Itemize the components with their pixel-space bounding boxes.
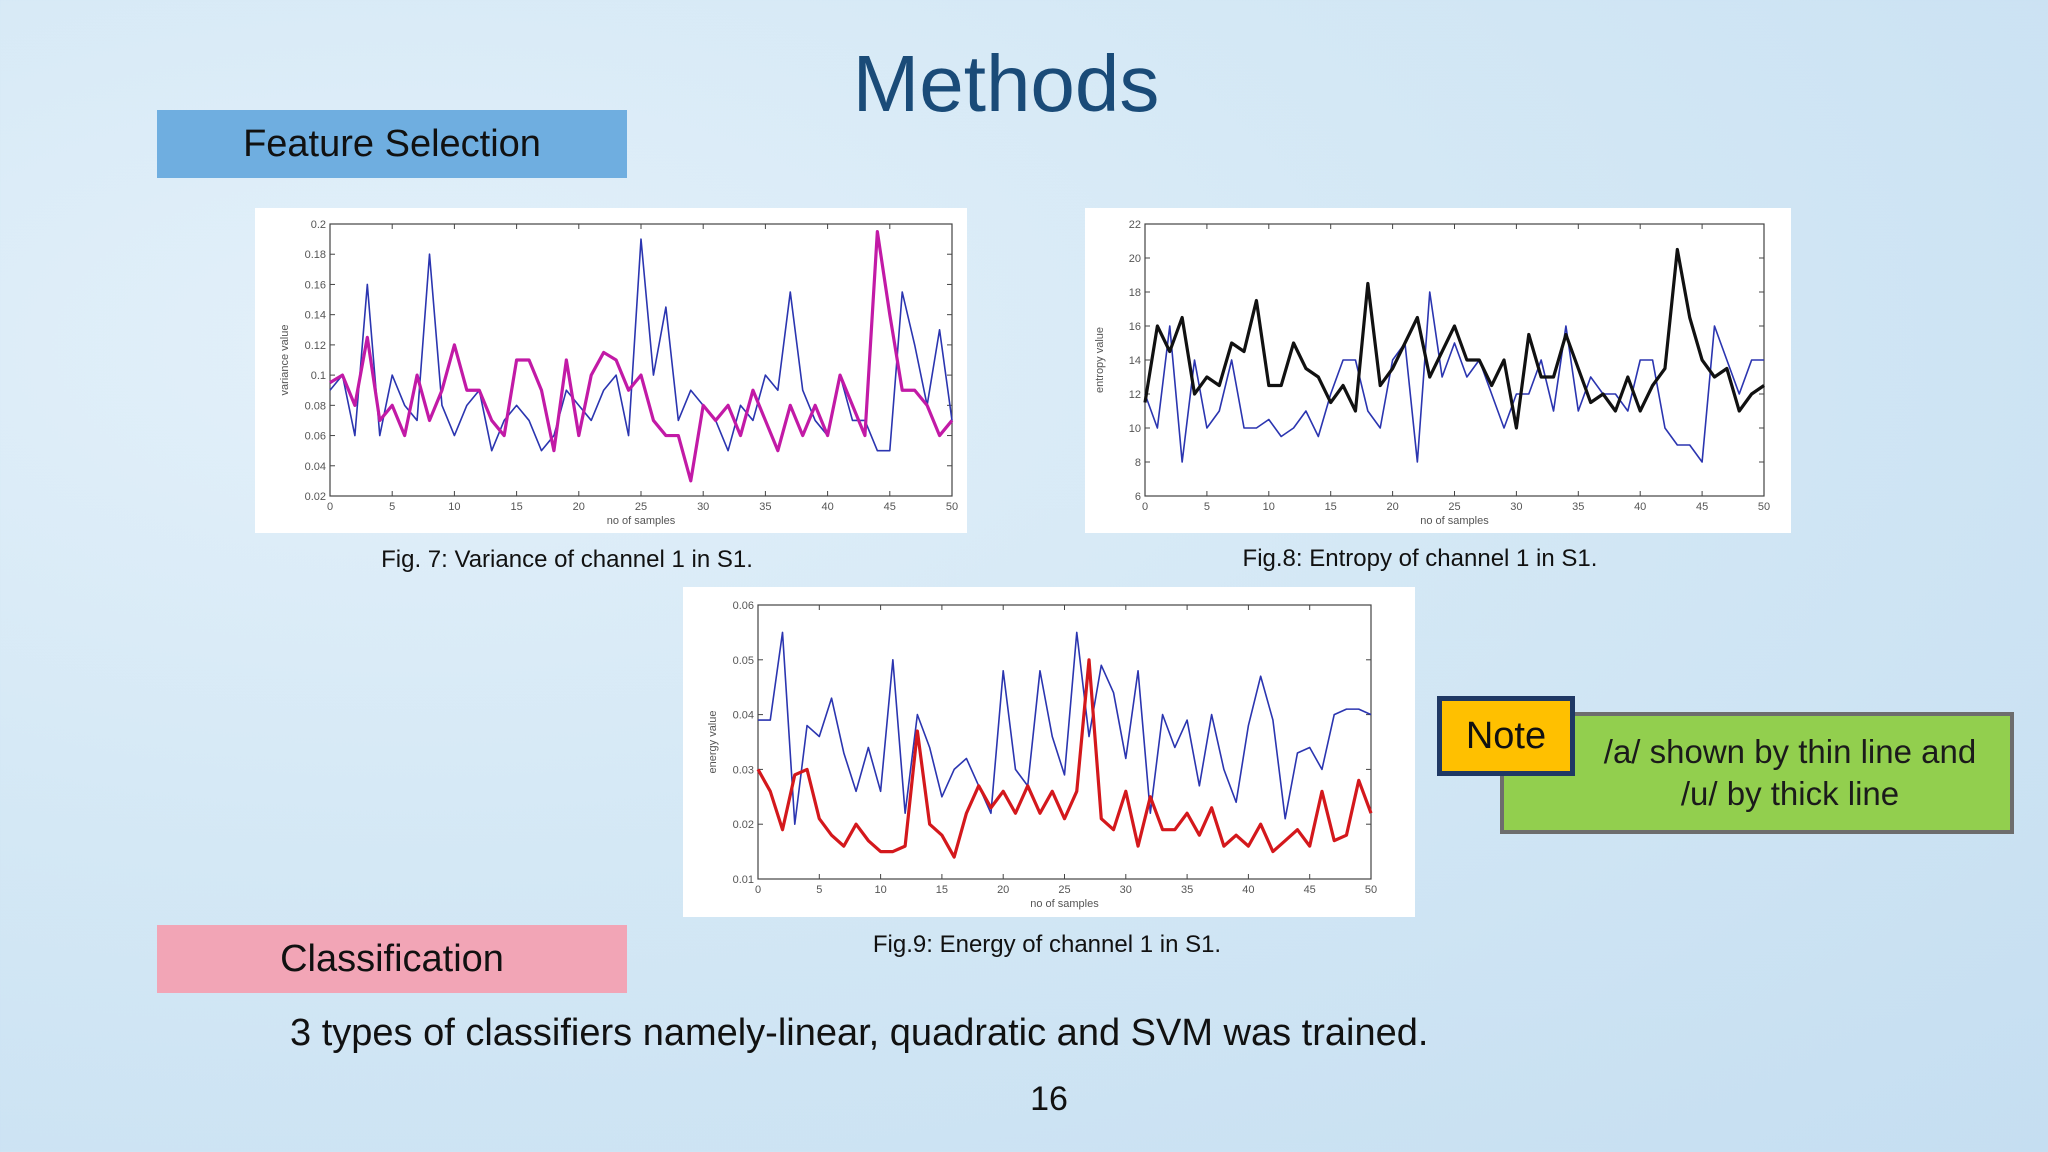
x-tick-label: 0 [327,501,333,513]
y-tick-label: 0.05 [733,655,754,667]
feature-selection-label: Feature Selection [157,110,627,178]
note-box: /a/ shown by thin line and /u/ by thick … [1500,712,2014,834]
page-number: 16 [1030,1080,1068,1118]
classification-label: Classification [157,925,627,993]
x-tick-label: 35 [1181,884,1193,896]
y-tick-label: 0.02 [733,819,754,831]
energy-chart: 0 5 10 15 20 25 30 35 40 45 50 0.01 0.02 0.03 0.04 0.05… [707,600,1377,910]
energy-chart-panel: 0 5 10 15 20 25 30 35 40 45 50 0.01 0.02 0.03 0.04 0.05… [683,587,1415,917]
y-tick-label: 0.1 [311,370,326,382]
x-tick-label: 45 [884,501,896,513]
y-tick-label: 10 [1129,423,1141,435]
x-tick-label: 10 [448,501,460,513]
series-line-a-thin [329,238,953,452]
x-tick-label: 50 [1365,884,1377,896]
y-tick-label: 22 [1129,219,1141,231]
x-tick-label: 30 [697,501,709,513]
variance-chart-panel: 0 5 10 15 20 25 30 35 40 45 50 0.02 0.04 0.06 0.08 0.1 0… [255,208,967,533]
plot-frame [757,604,1372,880]
plot-frame [1144,223,1765,497]
y-tick-label: 0.04 [305,461,326,473]
y-tick-label: 14 [1129,355,1141,367]
entropy-chart-caption: Fig.8: Entropy of channel 1 in S1. [1242,545,1598,572]
x-tick-label: 35 [1572,501,1584,513]
series-line-u-thick [1143,247,1765,430]
x-tick-label: 10 [874,884,886,896]
y-tick-label: 0.18 [305,249,326,261]
series-line-u-thick [329,229,954,483]
variance-chart-caption: Fig. 7: Variance of channel 1 in S1. [381,546,753,573]
x-axis-label: no of samples [607,515,676,527]
y-tick-label: 0.01 [733,874,754,886]
y-tick-label: 0.04 [733,710,754,722]
x-tick-label: 0 [755,884,761,896]
x-tick-label: 35 [759,501,771,513]
series-line-u-thick [756,658,1373,859]
series-line-a-thin [1144,291,1764,463]
x-tick-label: 50 [1758,501,1770,513]
x-tick-label: 40 [1242,884,1254,896]
x-tick-label: 15 [936,884,948,896]
plot-frame [329,223,953,497]
x-tick-label: 15 [510,501,522,513]
y-tick-label: 12 [1129,389,1141,401]
series-line-a-thin [758,631,1372,825]
x-tick-label: 5 [389,501,395,513]
energy-chart-caption: Fig.9: Energy of channel 1 in S1. [872,931,1222,958]
x-tick-label: 15 [1325,501,1337,513]
x-tick-label: 20 [1386,501,1398,513]
x-tick-label: 45 [1696,501,1708,513]
variance-chart: 0 5 10 15 20 25 30 35 40 45 50 0.02 0.04 0.06 0.08 0.1 0… [279,219,958,527]
x-tick-label: 10 [1263,501,1275,513]
x-axis-label: no of samples [1030,898,1099,910]
x-tick-label: 25 [1448,501,1460,513]
x-tick-label: 20 [997,884,1009,896]
y-tick-label: 0.16 [305,279,326,291]
x-tick-label: 5 [1204,501,1210,513]
y-tick-label: 18 [1129,287,1141,299]
y-tick-label: 0.14 [305,310,326,322]
y-tick-label: 0.06 [305,431,326,443]
y-tick-label: 6 [1135,491,1141,503]
y-tick-label: 0.2 [311,219,326,231]
x-tick-label: 50 [946,501,958,513]
x-tick-label: 25 [635,501,647,513]
y-tick-label: 0.03 [733,764,754,776]
entropy-chart: 0 5 10 15 20 25 30 35 40 45 50 6 8 10 12 14 16 18 20 22 no o… [1094,219,1770,527]
y-axis-label: energy value [707,711,719,774]
slide-title: Methods [852,39,1160,128]
x-tick-label: 30 [1120,884,1132,896]
note-text: /a/ shown by thin line and /u/ by thick … [1603,733,1977,812]
x-tick-label: 20 [573,501,585,513]
y-tick-label: 0.02 [305,491,326,503]
y-axis-label: variance value [279,325,291,396]
x-tick-label: 30 [1510,501,1522,513]
entropy-chart-panel: 0 5 10 15 20 25 30 35 40 45 50 6 8 10 12 14 16 18 20 22 no o… [1085,208,1791,533]
note-tag: Note [1437,696,1575,776]
x-tick-label: 25 [1058,884,1070,896]
x-axis-label: no of samples [1420,515,1489,527]
y-axis-label: entropy value [1094,327,1106,393]
classifiers-text: 3 types of classifiers namely-linear, qu… [290,1012,1429,1054]
y-tick-label: 20 [1129,253,1141,265]
y-tick-label: 16 [1129,321,1141,333]
x-tick-label: 45 [1304,884,1316,896]
y-tick-label: 8 [1135,457,1141,469]
x-tick-label: 5 [816,884,822,896]
y-tick-label: 0.12 [305,340,326,352]
y-tick-label: 0.08 [305,400,326,412]
x-tick-label: 0 [1142,501,1148,513]
y-tick-label: 0.06 [733,600,754,612]
x-tick-label: 40 [1634,501,1646,513]
x-tick-label: 40 [821,501,833,513]
